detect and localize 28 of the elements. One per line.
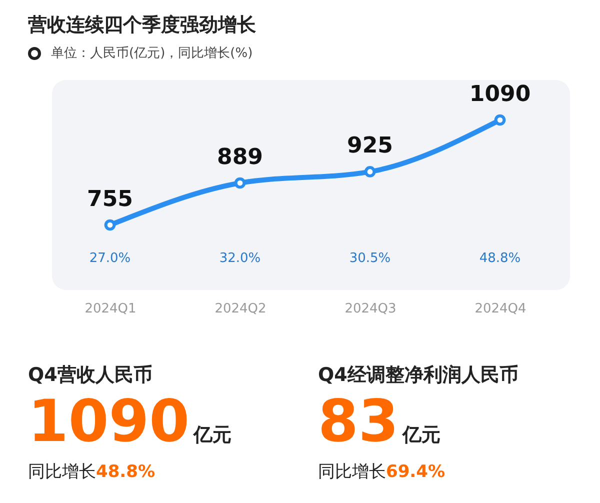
text: 1090: [28, 387, 190, 455]
data-label: 755: [87, 187, 133, 212]
point: [234, 177, 246, 189]
text: 亿元: [402, 424, 441, 446]
text: 32.0%: [219, 251, 261, 266]
chart-subtitle: 单位：人民币(亿元)，同比增长(%): [51, 45, 253, 62]
point: [494, 114, 506, 126]
x-tick-label: 2024Q3: [344, 302, 396, 316]
text: 69.4%: [386, 462, 445, 482]
data-label: 889: [217, 145, 263, 170]
data-label: 925: [347, 134, 393, 159]
text: 同比增长: [28, 462, 96, 482]
point: [104, 219, 116, 231]
text: 同比增长: [318, 462, 386, 482]
text: Q4经调整净利润人民币: [318, 363, 518, 388]
text: 83: [318, 387, 399, 455]
x-tick-label: 2024Q4: [474, 302, 526, 316]
text: Q4营收人民币: [28, 363, 154, 388]
chart-title: 营收连续四个季度强劲增长: [28, 13, 256, 38]
x-tick-label: 2024Q2: [214, 302, 266, 316]
text: 27.0%: [89, 251, 131, 266]
x-tick-label: 2024Q1: [84, 302, 136, 316]
text: 亿元: [193, 424, 232, 446]
text: 48.8%: [96, 462, 155, 482]
text: 30.5%: [349, 251, 391, 266]
data-label: 1090: [469, 82, 531, 107]
point: [364, 166, 376, 178]
text: 48.8%: [479, 251, 521, 266]
